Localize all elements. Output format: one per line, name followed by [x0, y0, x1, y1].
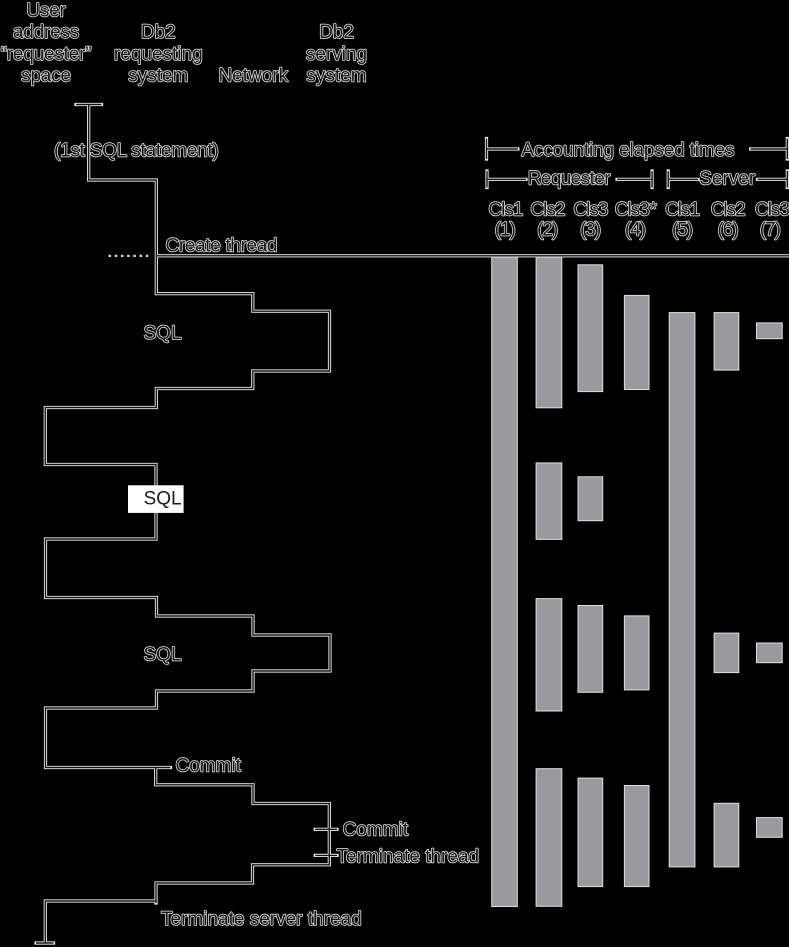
svg-text:“requester”: “requester”: [1, 44, 92, 65]
svg-text:Db2: Db2: [319, 22, 354, 43]
svg-text:Network: Network: [218, 66, 288, 87]
svg-text:(4): (4): [625, 220, 646, 241]
svg-text:system: system: [128, 66, 188, 87]
svg-text:Commit: Commit: [176, 756, 242, 777]
svg-text:Cls2: Cls2: [530, 199, 564, 220]
svg-text:Db2: Db2: [141, 22, 176, 43]
svg-text:Cls1: Cls1: [665, 199, 699, 220]
svg-text:Cls2: Cls2: [711, 199, 745, 220]
svg-text:(2): (2): [537, 220, 558, 241]
svg-text:requesting: requesting: [114, 44, 203, 65]
svg-text:Commit: Commit: [343, 820, 409, 841]
svg-text:Terminate server thread: Terminate server thread: [161, 909, 362, 930]
svg-text:Accounting elapsed times: Accounting elapsed times: [521, 140, 734, 161]
svg-text:User: User: [26, 1, 66, 22]
svg-text:Create thread: Create thread: [166, 236, 278, 257]
svg-text:serving: serving: [306, 44, 367, 65]
svg-text:Terminate thread: Terminate thread: [337, 847, 480, 868]
svg-text:SQL: SQL: [144, 645, 182, 666]
svg-text:(1): (1): [495, 220, 516, 241]
svg-text:(3): (3): [580, 220, 601, 241]
svg-text:SQL: SQL: [144, 489, 182, 510]
svg-text:Server: Server: [699, 169, 756, 190]
svg-text:(7): (7): [760, 220, 781, 241]
svg-text:*: *: [650, 199, 658, 220]
svg-text:Cls3: Cls3: [615, 199, 649, 220]
svg-text:system: system: [306, 66, 366, 87]
svg-text:Requester: Requester: [528, 169, 612, 190]
svg-text:SQL: SQL: [144, 323, 182, 344]
svg-text:space: space: [21, 66, 71, 87]
svg-text:(6): (6): [717, 220, 738, 241]
svg-text:(5): (5): [672, 220, 693, 241]
svg-text:Cls1: Cls1: [488, 199, 522, 220]
svg-text:address: address: [13, 22, 79, 43]
svg-text:Cls3: Cls3: [755, 199, 789, 220]
svg-text:(1st SQL statement): (1st SQL statement): [54, 140, 219, 161]
svg-text:Cls3: Cls3: [573, 199, 607, 220]
